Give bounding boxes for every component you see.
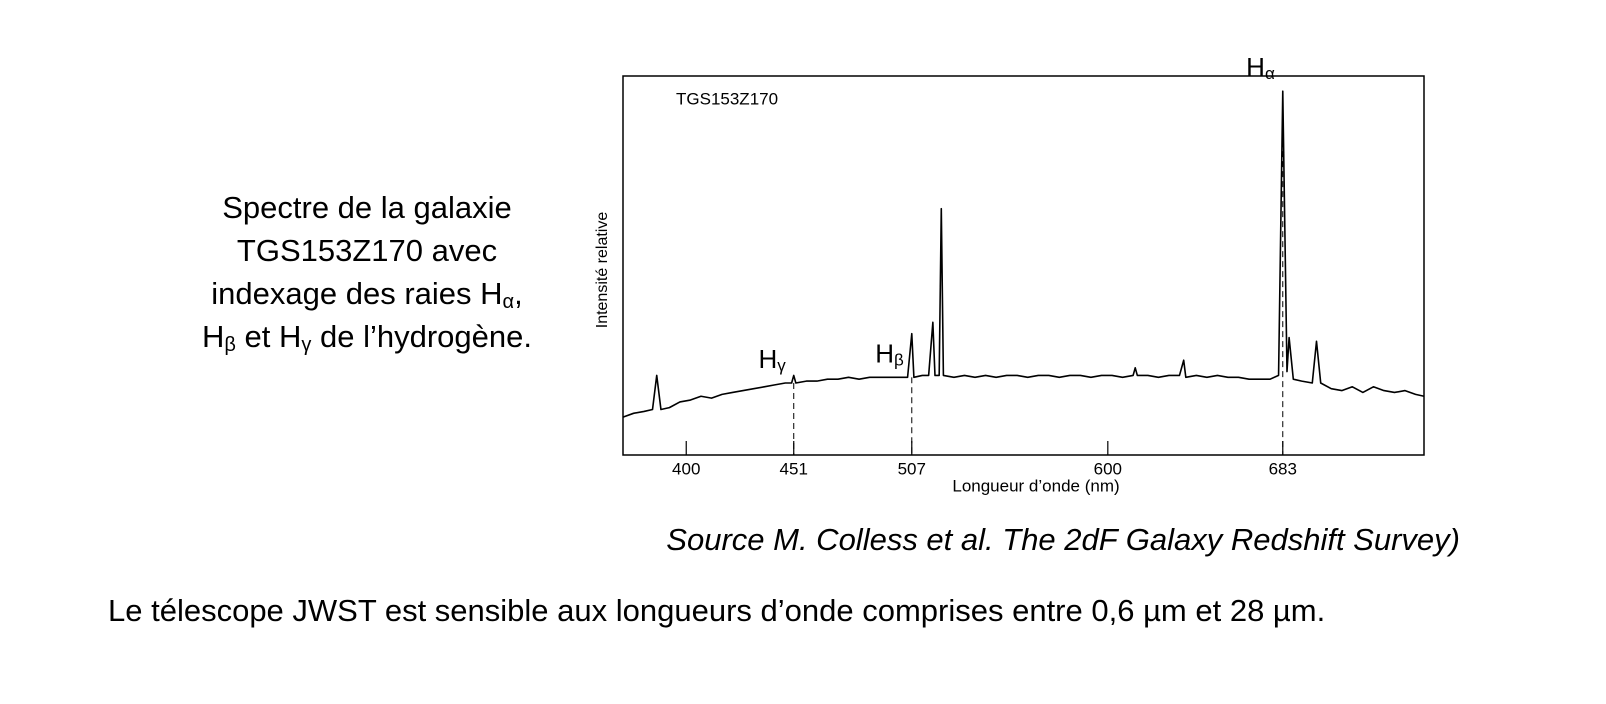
line-label: Hα [1246, 52, 1275, 84]
x-axis-label: Longueur d’onde (nm) [952, 476, 1119, 495]
caption-text: de l’hydrogène. [311, 319, 532, 354]
caption-text: et H [235, 319, 302, 354]
caption-sub: α [502, 291, 515, 313]
line-label-base: H [1246, 52, 1265, 82]
line-label-sub: α [1265, 65, 1275, 84]
caption-sub: γ [301, 334, 312, 356]
x-tick-label: 400 [672, 459, 700, 478]
line-label: Hβ [875, 338, 904, 370]
caption-sub: β [224, 334, 236, 356]
caption-text: indexage des raies H [211, 276, 503, 311]
line-label-sub: β [894, 351, 904, 370]
x-tick-label: 451 [780, 459, 808, 478]
x-tick-label: 507 [898, 459, 926, 478]
y-axis-label: Intensité relative [594, 212, 611, 329]
plot-frame [622, 75, 1425, 456]
x-tick-label: 683 [1269, 459, 1297, 478]
line-label-base: H [758, 344, 777, 374]
spectrum-line [622, 90, 1425, 418]
line-label-sub: γ [777, 356, 786, 375]
paragraph: Le télescope JWST est sensible aux longu… [108, 593, 1326, 628]
chart-label: TGS153Z170 [676, 89, 778, 108]
source: Source M. Colless et al. The 2dF Galaxy … [666, 522, 1460, 557]
caption-text: TGS153Z170 avec [236, 233, 498, 268]
line-label-base: H [875, 338, 894, 368]
figure-caption: Spectre de la galaxie TGS153Z170 avec inde… [160, 186, 574, 358]
caption-text: , [514, 276, 523, 311]
caption-text: Spectre de la galaxie [222, 190, 512, 225]
line-label: Hγ [758, 344, 786, 376]
caption-text: H [202, 319, 225, 354]
x-tick-label: 600 [1094, 459, 1122, 478]
chart: TGS153Z170 Longueur d’onde (nm) Intensit… [594, 52, 1425, 495]
